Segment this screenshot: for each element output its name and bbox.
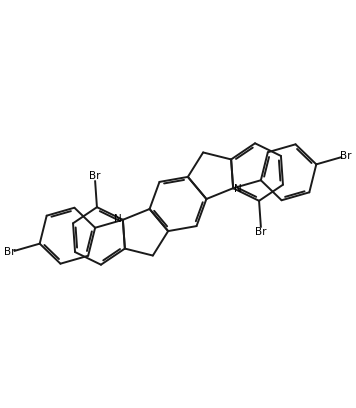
Text: Br: Br xyxy=(340,151,352,161)
Text: N: N xyxy=(114,213,122,224)
Text: Br: Br xyxy=(256,227,267,237)
Text: N: N xyxy=(234,184,242,195)
Text: Br: Br xyxy=(4,247,16,257)
Text: Br: Br xyxy=(89,171,100,181)
